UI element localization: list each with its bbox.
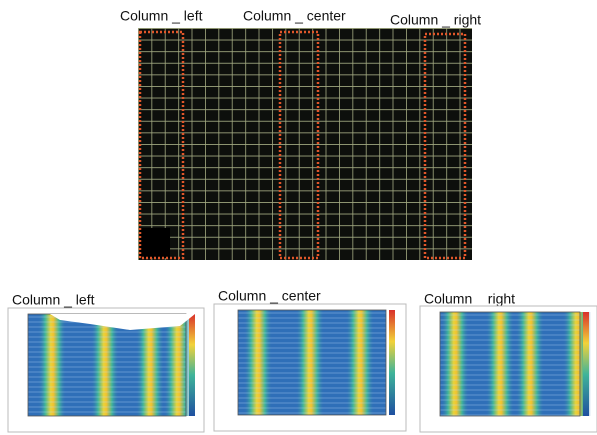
panel-title: Column _ center — [218, 288, 321, 304]
label-center: Column _ center — [243, 8, 346, 24]
heatmap-stripe — [244, 310, 272, 415]
heatmap-stripe — [346, 310, 374, 415]
heatmap-stripe — [164, 314, 192, 416]
colorbar — [189, 314, 195, 416]
dark-corner — [140, 228, 170, 258]
label-left: Column _ left — [120, 8, 203, 24]
label-right: Column _ right — [390, 12, 481, 28]
panel-title: Column _ right — [424, 291, 515, 307]
colorbar — [583, 312, 589, 416]
column-right-box — [423, 32, 467, 260]
heatmap-stripe — [516, 312, 544, 416]
heatmap-stripe — [136, 314, 164, 416]
heatmap-border — [439, 311, 581, 417]
heatmap-stripe — [486, 312, 514, 416]
heatmap-border — [237, 309, 387, 416]
heatmap-stripe — [296, 310, 324, 415]
heatmaps — [7, 303, 597, 433]
colorbar — [389, 310, 395, 415]
panel-title: Column _ left — [12, 292, 95, 308]
column-left-box — [138, 30, 185, 260]
grid-image — [138, 28, 472, 260]
heatmap-stripe — [441, 312, 469, 416]
heatmap-stripe — [38, 314, 66, 416]
heatmap-stripe — [91, 314, 119, 416]
blank-region — [50, 314, 195, 330]
